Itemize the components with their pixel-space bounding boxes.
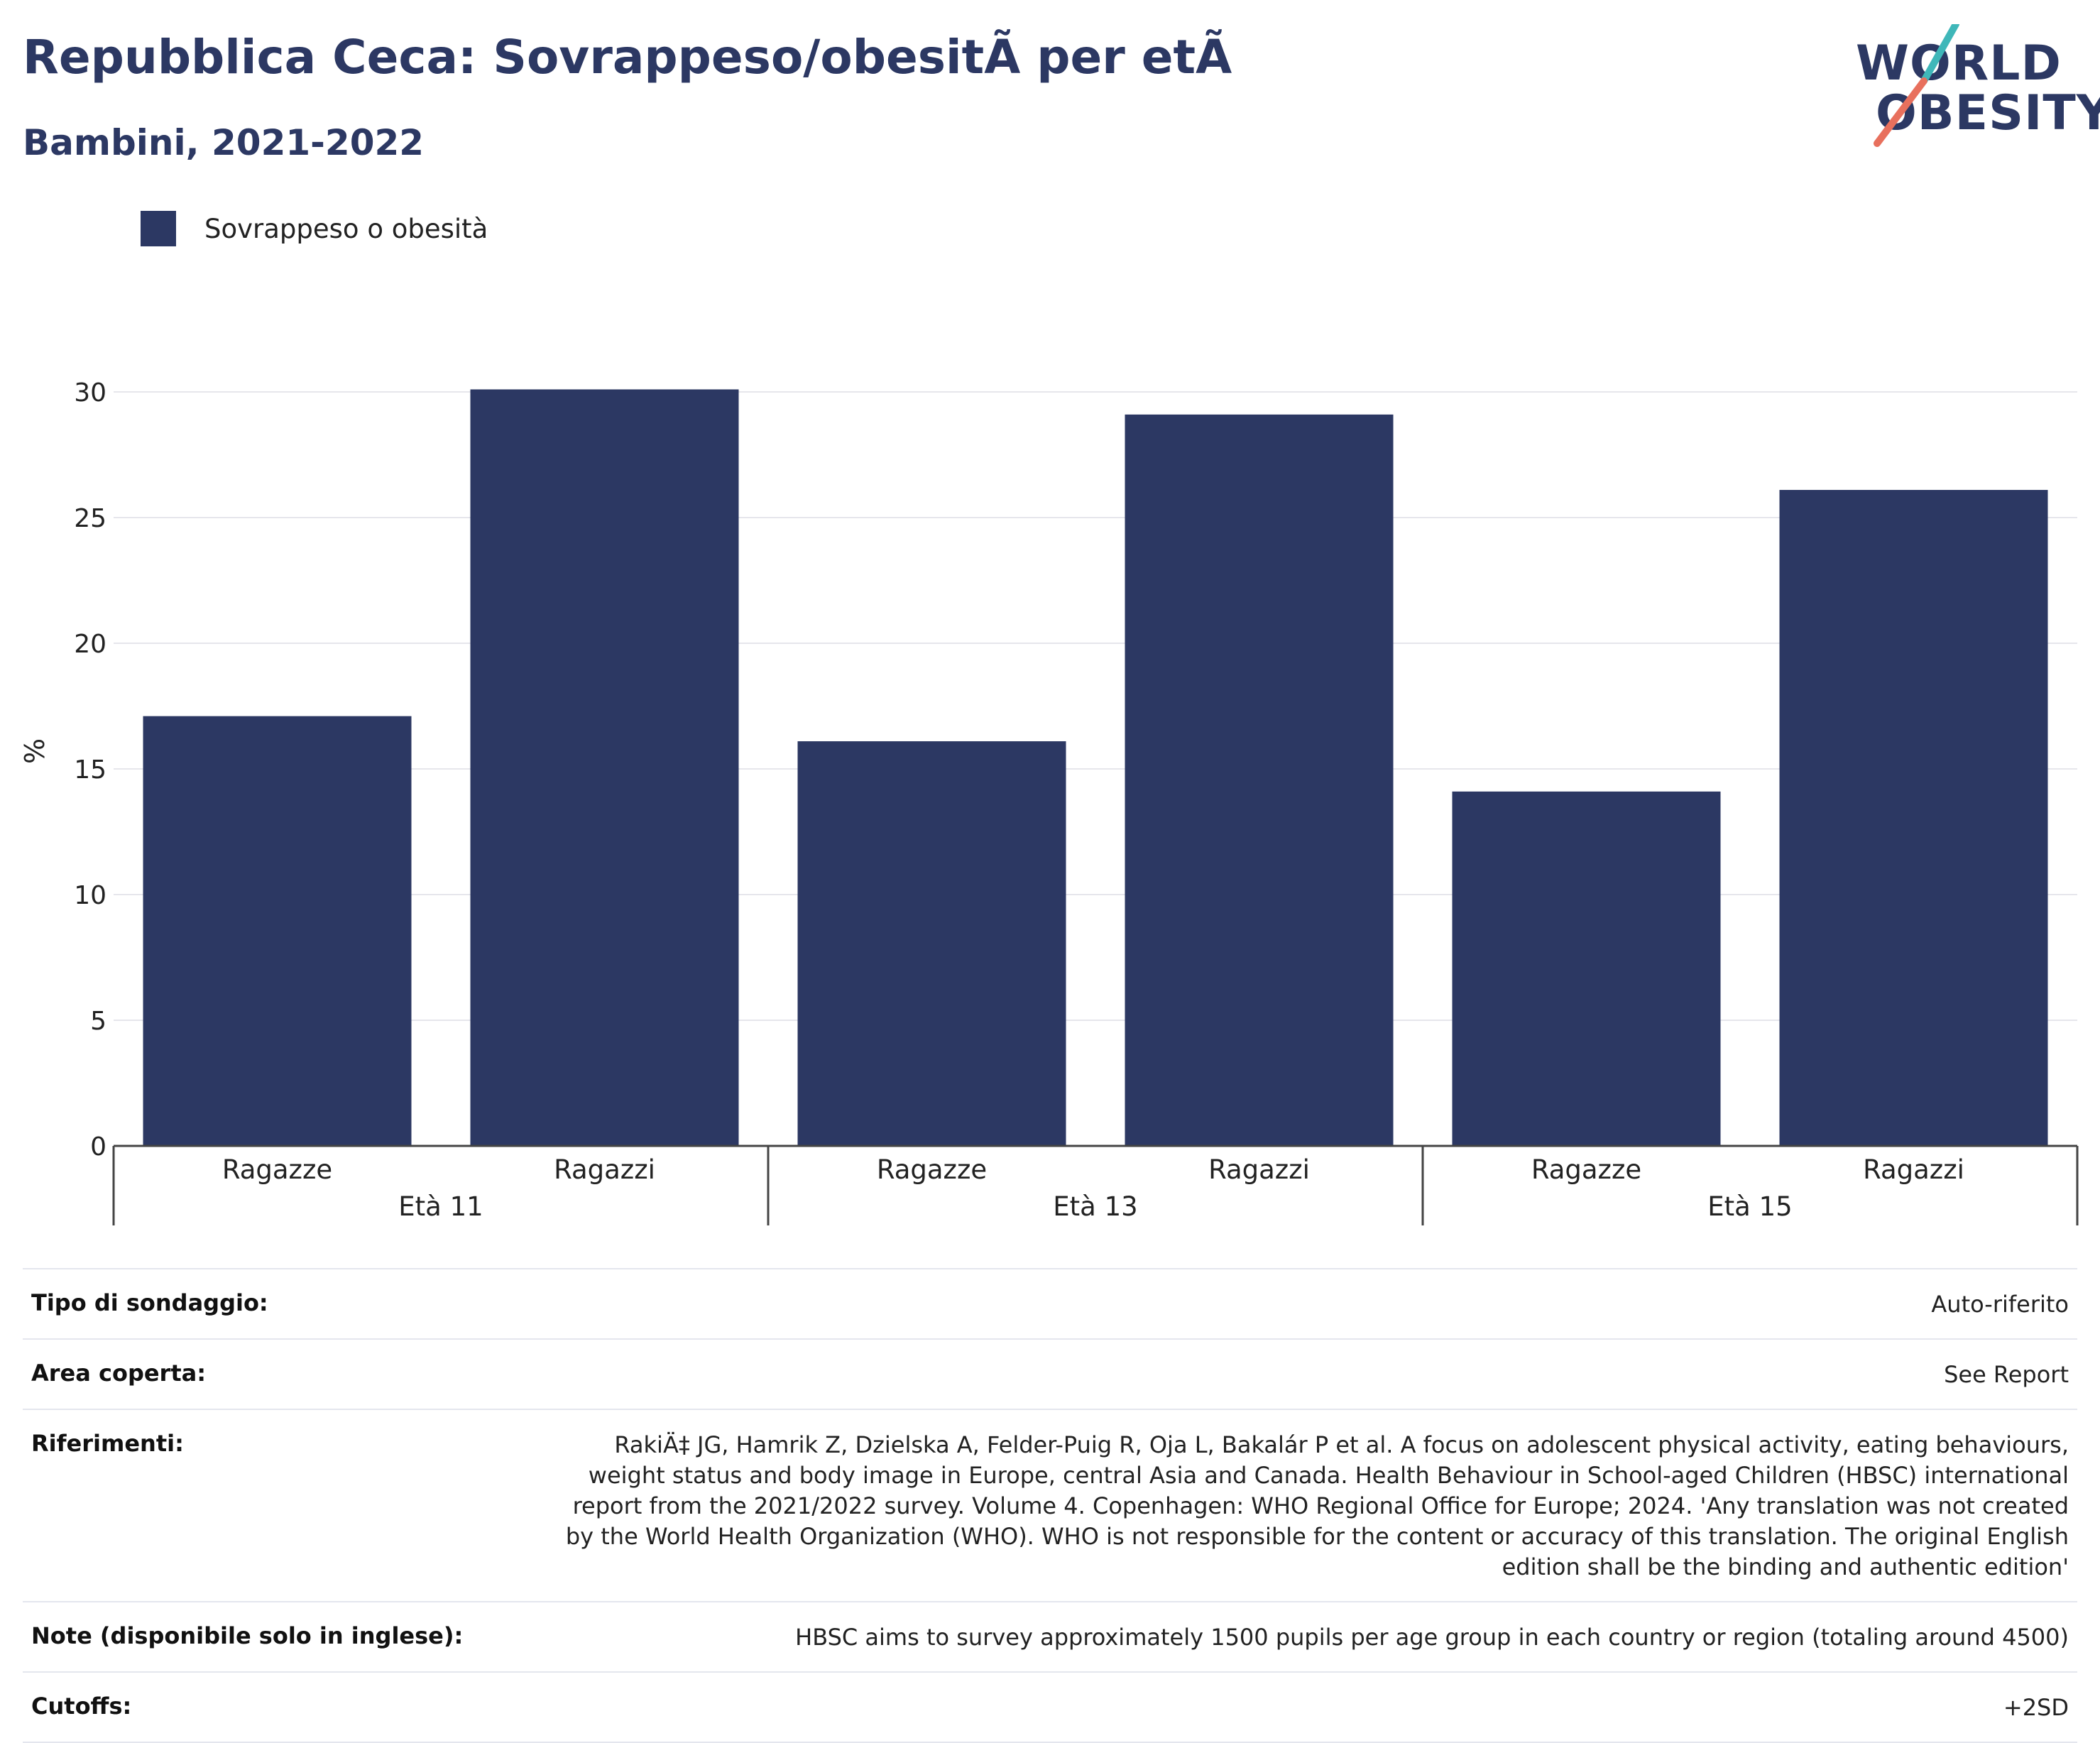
- meta-key: Riferimenti:: [31, 1430, 184, 1457]
- world-obesity-logo: WORLD OBESITY: [1846, 24, 2100, 152]
- y-tick-label: 0: [90, 1132, 106, 1162]
- meta-value: Auto-riferito: [1931, 1291, 2069, 1318]
- y-tick-label: 25: [74, 504, 106, 533]
- y-tick-label: 10: [74, 881, 106, 910]
- meta-value: HBSC aims to survey approximately 1500 p…: [795, 1624, 2069, 1651]
- meta-key: Cutoffs:: [31, 1693, 132, 1720]
- grid-lines: [114, 391, 2077, 1021]
- legend-label: Sovrappeso o obesità: [204, 213, 488, 244]
- meta-row: Area coperta: See Report: [23, 1340, 2077, 1410]
- y-tick-label: 30: [74, 378, 106, 408]
- y-tick-label: 20: [74, 630, 106, 659]
- x-tick-label: Ragazzi: [1208, 1154, 1310, 1185]
- meta-row: Cutoffs: +2SD: [23, 1673, 2077, 1743]
- meta-value: RakiÄ‡ JG, Hamrik Z, Dzielska A, Felder-…: [565, 1431, 2069, 1580]
- x-group-label: Età 11: [398, 1191, 483, 1222]
- meta-key: Tipo di sondaggio:: [31, 1289, 268, 1316]
- x-tick-label: Ragazze: [877, 1154, 987, 1185]
- meta-row: Riferimenti: RakiÄ‡ JG, Hamrik Z, Dzielsk…: [23, 1410, 2077, 1602]
- meta-row: Tipo di sondaggio: Auto-riferito: [23, 1269, 2077, 1340]
- chart-subtitle: Bambini, 2021-2022: [23, 122, 425, 163]
- meta-row: Note (disponibile solo in inglese): HBSC …: [23, 1602, 2077, 1673]
- chart-legend[interactable]: Sovrappeso o obesità: [141, 210, 488, 247]
- x-axis: Ragazze Ragazzi Età 11 Ragazze Ragazzi Età 13…: [112, 1144, 2079, 1225]
- bar-ragazzi-età-11[interactable]: [470, 389, 739, 1147]
- chart-title: Repubblica Ceca: Sovrappeso/obesitÃ per …: [23, 30, 1232, 84]
- x-group-label: Età 15: [1707, 1191, 1792, 1222]
- logo-slash-icon: [1874, 24, 1959, 147]
- meta-key: Area coperta:: [31, 1360, 207, 1387]
- y-tick-label: 15: [74, 755, 106, 785]
- x-tick-label: Ragazze: [1531, 1154, 1641, 1185]
- meta-key: Note (disponibile solo in inglese):: [31, 1622, 464, 1649]
- bar-ragazze-età-15[interactable]: [1452, 791, 1721, 1146]
- meta-value: +2SD: [2003, 1694, 2069, 1721]
- logo-line-world: WORLD: [1856, 35, 2062, 92]
- x-tick-label: Ragazze: [222, 1154, 332, 1185]
- x-tick-label: Ragazzi: [554, 1154, 655, 1185]
- metadata-table: Tipo di sondaggio: Auto-riferito Area cope…: [23, 1268, 2077, 1743]
- legend-swatch: [141, 211, 176, 246]
- bar-ragazze-età-11[interactable]: [143, 716, 412, 1146]
- bars: [143, 389, 2048, 1147]
- meta-value: See Report: [1944, 1361, 2069, 1388]
- x-tick-label: Ragazzi: [1863, 1154, 1964, 1185]
- y-axis-ticks: 0 5 10 15 20 25 30: [74, 378, 106, 1162]
- bar-ragazzi-età-13[interactable]: [1125, 414, 1394, 1146]
- bar-ragazze-età-13[interactable]: [797, 741, 1066, 1146]
- y-axis-label: %: [19, 738, 50, 764]
- x-group-label: Età 13: [1053, 1191, 1137, 1222]
- bar-ragazzi-età-15[interactable]: [1779, 490, 2048, 1146]
- y-tick-label: 5: [90, 1007, 106, 1036]
